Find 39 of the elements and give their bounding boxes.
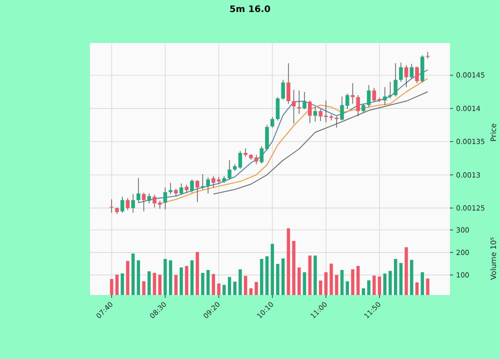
candlestick <box>394 62 398 97</box>
candlestick <box>168 182 172 194</box>
candlestick <box>399 62 403 82</box>
candlestick <box>163 187 168 210</box>
candlestick <box>200 174 205 190</box>
candlestick <box>131 194 135 214</box>
candlestick <box>281 80 285 100</box>
candlestick <box>126 198 130 210</box>
candlestick <box>388 82 392 99</box>
candlestick <box>270 116 274 128</box>
candlestick <box>410 64 414 79</box>
chart-title: 5m 16.0 <box>230 5 270 15</box>
candlestick <box>228 160 232 180</box>
candlestick <box>366 84 371 108</box>
candlestick <box>190 179 194 194</box>
candlestick <box>136 178 140 204</box>
candlestick <box>415 66 419 84</box>
candlestick <box>195 180 200 202</box>
candlestick <box>313 106 318 122</box>
candlestick <box>334 116 339 128</box>
candlestick <box>292 89 296 124</box>
candlestick <box>382 86 387 106</box>
candlestick <box>244 148 248 158</box>
candlestick <box>356 94 360 117</box>
candlestick <box>350 82 355 104</box>
line-series <box>212 91 428 195</box>
candlestick <box>286 62 290 104</box>
candlestick <box>120 196 124 214</box>
candlestick <box>404 64 408 88</box>
candlestick <box>238 150 242 170</box>
candlestick <box>206 177 210 194</box>
candlestick <box>302 91 306 110</box>
candlestick <box>142 192 146 212</box>
candlestick <box>276 96 280 121</box>
candlestick <box>308 100 312 124</box>
candlestick <box>297 90 302 114</box>
candlestick <box>110 199 114 214</box>
candlestick <box>179 183 184 194</box>
candlestick <box>147 193 152 204</box>
